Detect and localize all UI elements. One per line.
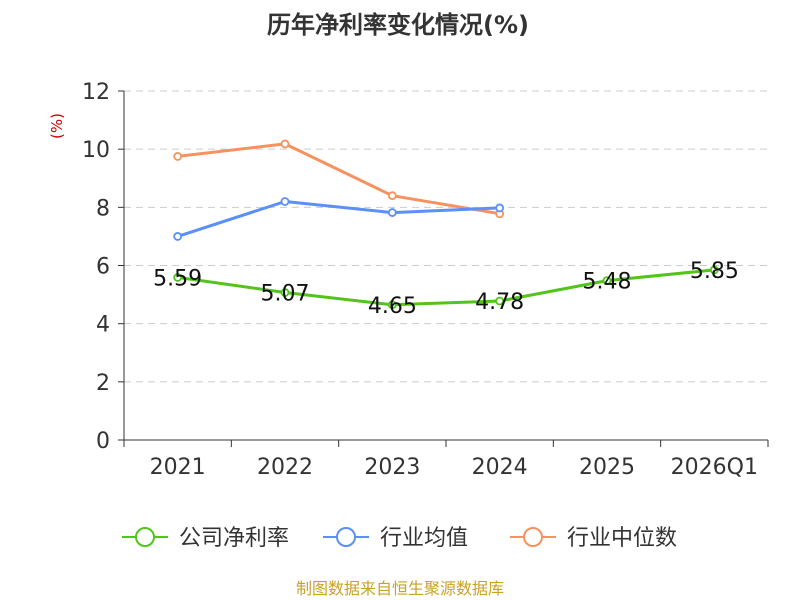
legend-marker [135, 527, 155, 547]
legend[interactable]: 公司净利率 行业均值 行业中位数 [122, 526, 677, 551]
data-label: 5.85 [690, 259, 739, 284]
data-label: 5.07 [261, 282, 310, 307]
data-point [280, 288, 290, 297]
legend-label: 行业中位数 [567, 526, 677, 551]
x-tick-label: 2023 [364, 455, 420, 480]
x-tick-label: 2022 [257, 455, 313, 480]
legend-item[interactable]: 公司净利率 [122, 526, 289, 551]
data-point [495, 296, 505, 306]
chart-title: 历年净利率变化情况(%) [267, 11, 529, 39]
legend-item[interactable]: 行业均值 [323, 526, 468, 551]
data-source-note: 制图数据来自恒生聚源数据库 [296, 579, 504, 598]
legend-label: 行业均值 [380, 526, 468, 551]
x-tick-label: 2025 [579, 455, 635, 480]
x-tick-label: 2026Q1 [671, 455, 758, 480]
legend-marker [336, 527, 356, 547]
data-point [173, 273, 183, 282]
y-tick-label: 8 [96, 196, 110, 221]
y-tick-label: 4 [96, 313, 110, 338]
y-axis-unit-label: (%) [48, 113, 66, 139]
data-label: 4.78 [475, 290, 524, 315]
data-point [387, 300, 397, 310]
series-line [177, 142, 500, 216]
y-tick-label: 12 [82, 80, 110, 105]
data-point [173, 232, 183, 241]
y-tick-label: 6 [96, 255, 110, 280]
y-tick-label: 2 [96, 371, 110, 396]
x-tick-label: 2021 [150, 455, 206, 480]
data-point [173, 152, 183, 161]
data-label: 5.48 [583, 270, 632, 295]
y-tick-label: 10 [82, 138, 110, 163]
legend-marker [523, 527, 543, 547]
data-point [387, 208, 397, 217]
data-point [602, 276, 612, 286]
data-label: 5.59 [153, 266, 202, 291]
axes: 0 2 4 6 8 10 12 2021 2022 2023 2024 2025 2026Q1 [82, 80, 769, 480]
y-tick-label: 0 [96, 429, 110, 454]
data-point [709, 265, 719, 275]
series-line [177, 268, 715, 307]
x-tick-label: 2024 [472, 455, 528, 480]
legend-label: 公司净利率 [179, 526, 289, 551]
data-point [387, 191, 397, 201]
data-label: 4.65 [368, 294, 417, 319]
legend-item[interactable]: 行业中位数 [510, 526, 677, 551]
data-point [280, 197, 290, 206]
data-labels: 5.59 5.07 4.65 4.78 5.48 5.85 [153, 259, 739, 319]
series-lines [173, 139, 719, 310]
data-point [280, 139, 290, 149]
grid-lines [124, 90, 768, 383]
series-line [177, 200, 500, 238]
data-point [495, 203, 505, 213]
